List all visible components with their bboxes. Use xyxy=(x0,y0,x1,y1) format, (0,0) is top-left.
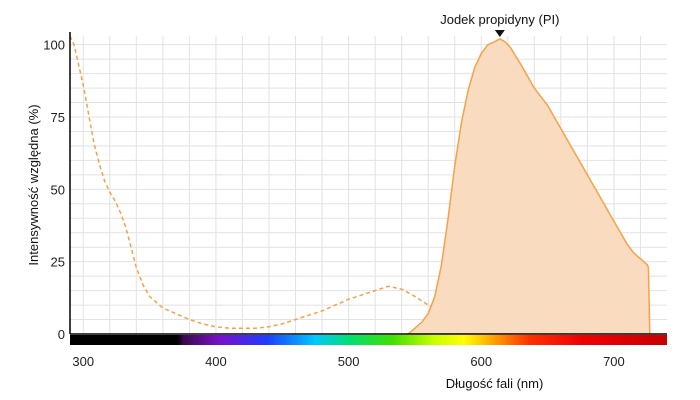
x-tick-label: 500 xyxy=(338,354,360,369)
x-tick-label: 600 xyxy=(470,354,492,369)
x-tick-label: 400 xyxy=(205,354,227,369)
y-tick-label: 75 xyxy=(51,110,65,125)
axes xyxy=(69,32,667,335)
x-tick-label: 700 xyxy=(603,354,625,369)
y-tick-label: 50 xyxy=(51,182,65,197)
x-tick-label: 300 xyxy=(72,354,94,369)
tick-labels: 300 400 500 600 700 0 25 50 75 100 xyxy=(43,38,624,369)
y-tick-label: 100 xyxy=(43,38,65,53)
annotation: Jodek propidyny (PI) xyxy=(440,12,559,37)
series-layer xyxy=(69,35,651,335)
annotation-marker-icon xyxy=(494,30,505,37)
y-tick-label: 25 xyxy=(51,255,65,270)
annotation-label: Jodek propidyny (PI) xyxy=(440,12,559,27)
x-axis-title: Długość fali (nm) xyxy=(446,376,544,391)
y-axis-title: Intensywność względna (%) xyxy=(26,104,41,265)
wavelength-spectrum-bar xyxy=(70,335,667,345)
y-tick-label: 0 xyxy=(58,327,65,342)
emission-area-fill xyxy=(408,38,650,335)
emission-line xyxy=(407,38,651,335)
